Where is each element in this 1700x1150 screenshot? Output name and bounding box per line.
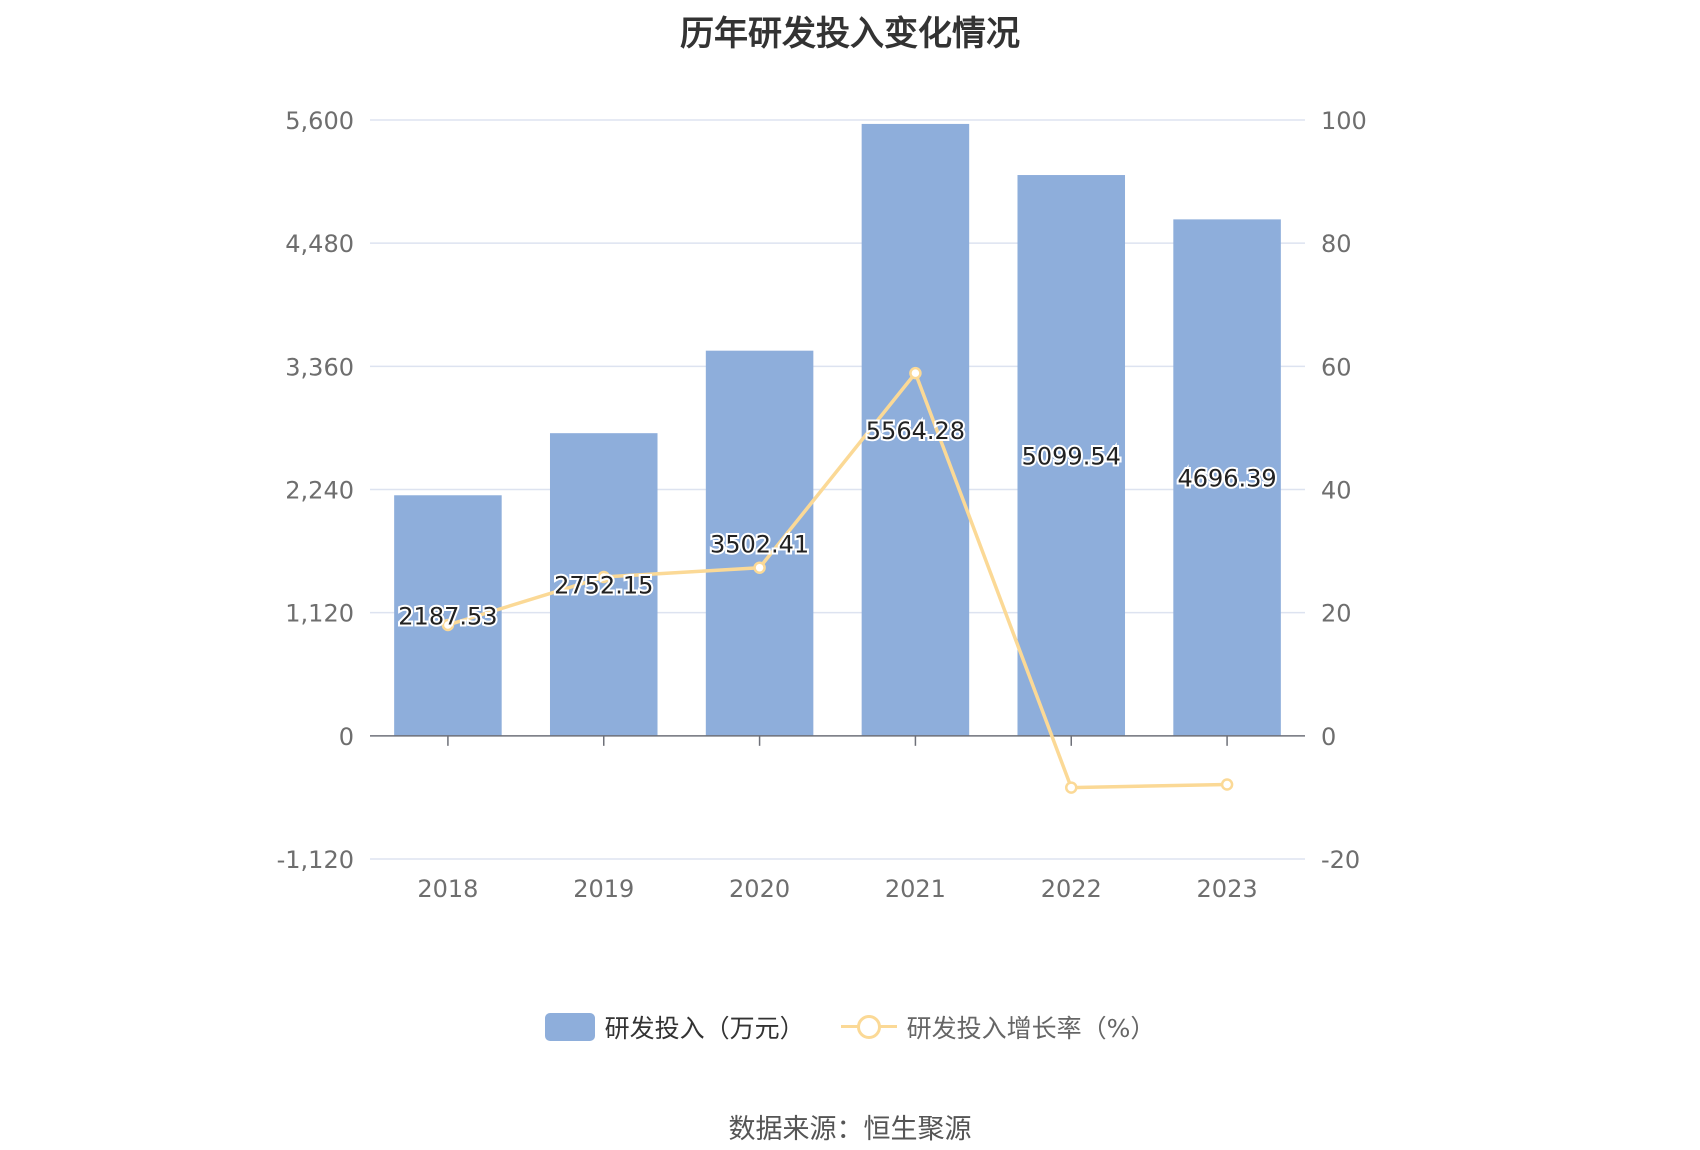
y-left-tick-label: -1,120 — [277, 846, 354, 874]
x-tick-label-2019: 2019 — [573, 875, 634, 903]
x-tick-label-2022: 2022 — [1041, 875, 1102, 903]
growth-rate-point-2019 — [597, 570, 610, 584]
y-right-tick-label: 20 — [1321, 600, 1352, 628]
y-right-tick-label: 80 — [1321, 230, 1352, 258]
legend-line-swatch — [840, 1013, 897, 1041]
bar-2021 — [861, 123, 970, 736]
x-tick-label-2020: 2020 — [729, 875, 790, 903]
bar-value-label-2023: 4696.39 — [1177, 465, 1276, 493]
growth-rate-point-2018 — [441, 618, 455, 632]
y-left-tick-label: 4,480 — [285, 230, 354, 258]
legend-item-rd-investment[interactable]: 研发投入（万元） — [544, 1009, 805, 1045]
data-source-note: 数据来源：恒生聚源 — [728, 1114, 972, 1145]
y-left-tick-label: 2,240 — [285, 477, 354, 505]
growth-rate-point-2023 — [1220, 778, 1234, 791]
data-labels: 2187.53 2752.15 3502.41 5564.28 5099.54 4696.… — [396, 415, 1278, 633]
y-left-tick-label: 0 — [339, 723, 354, 751]
bar-2020 — [705, 350, 814, 736]
y-right-tick-label: -20 — [1321, 846, 1360, 874]
bar-value-label-2018: 2187.53 — [398, 603, 497, 631]
bar-value-label-2021: 5564.28 — [866, 417, 965, 445]
bar-value-label-2020: 3502.41 — [710, 530, 809, 558]
y-right-tick-label: 40 — [1321, 477, 1352, 505]
legend-label-rd-investment: 研发投入（万元） — [604, 1014, 805, 1043]
x-tick-label-2018: 2018 — [417, 875, 478, 903]
axes: -1,120 0 1,120 2,240 3,360 4,480 5,600 -20 0 20 40… — [277, 107, 1367, 903]
legend: 研发投入（万元） 研发投入增长率（%） — [0, 1005, 1700, 1049]
legend-label-growth-rate: 研发投入增长率（%） — [906, 1014, 1156, 1043]
bar-value-label-2019: 2752.15 — [554, 572, 653, 600]
legend-item-growth-rate[interactable]: 研发投入增长率（%） — [840, 1009, 1156, 1045]
growth-rate-line — [447, 371, 1228, 790]
bar-2019 — [549, 433, 658, 736]
chart-title: 历年研发投入变化情况 — [680, 14, 1020, 54]
y-right-tick-label: 60 — [1321, 353, 1352, 381]
grid-lines — [370, 119, 1305, 860]
bar-2023 — [1173, 219, 1281, 736]
y-right-tick-label: 100 — [1321, 107, 1367, 135]
bar-value-label-2022: 5099.54 — [1022, 442, 1121, 470]
y-right-tick-label: 0 — [1321, 723, 1336, 751]
x-tick-label-2021: 2021 — [885, 875, 946, 903]
bar-2022 — [1017, 175, 1126, 736]
growth-rate-point-2020 — [753, 561, 766, 574]
growth-rate-point-2021 — [909, 366, 922, 380]
bar-series — [394, 123, 1281, 736]
growth-rate-point-2022 — [1065, 781, 1078, 794]
y-left-tick-label: 1,120 — [285, 600, 354, 628]
x-tick-label-2023: 2023 — [1197, 875, 1258, 903]
line-series — [441, 366, 1234, 794]
y-left-tick-label: 3,360 — [285, 353, 354, 381]
legend-bar-swatch — [544, 1013, 595, 1041]
y-left-tick-label: 5,600 — [285, 107, 354, 135]
